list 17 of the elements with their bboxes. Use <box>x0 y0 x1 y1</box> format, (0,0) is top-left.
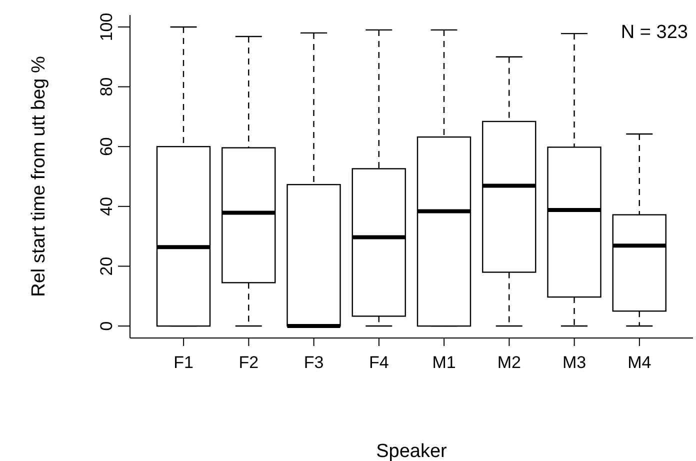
y-axis-title: Rel start time from utt beg % <box>28 56 50 297</box>
y-tick-label: 20 <box>97 256 116 276</box>
x-tick-label: M4 <box>628 353 652 372</box>
annotation: N = 323 <box>620 22 688 44</box>
x-tick-label: M1 <box>432 353 456 372</box>
x-tick-label: M3 <box>562 353 586 372</box>
y-tick-label: 0 <box>97 321 116 331</box>
y-tick-label: 60 <box>97 137 116 156</box>
y-tick-label: 100 <box>97 12 116 42</box>
y-tick-label: 80 <box>97 77 116 96</box>
x-axis-title: Speaker <box>376 441 448 461</box>
x-tick-label: F2 <box>238 353 259 372</box>
x-tick-label: F1 <box>174 353 194 372</box>
x-tick-label: F4 <box>369 353 389 372</box>
x-tick-label: F3 <box>304 353 324 372</box>
y-tick-label: 40 <box>97 196 116 216</box>
x-tick-label: M2 <box>497 353 521 372</box>
